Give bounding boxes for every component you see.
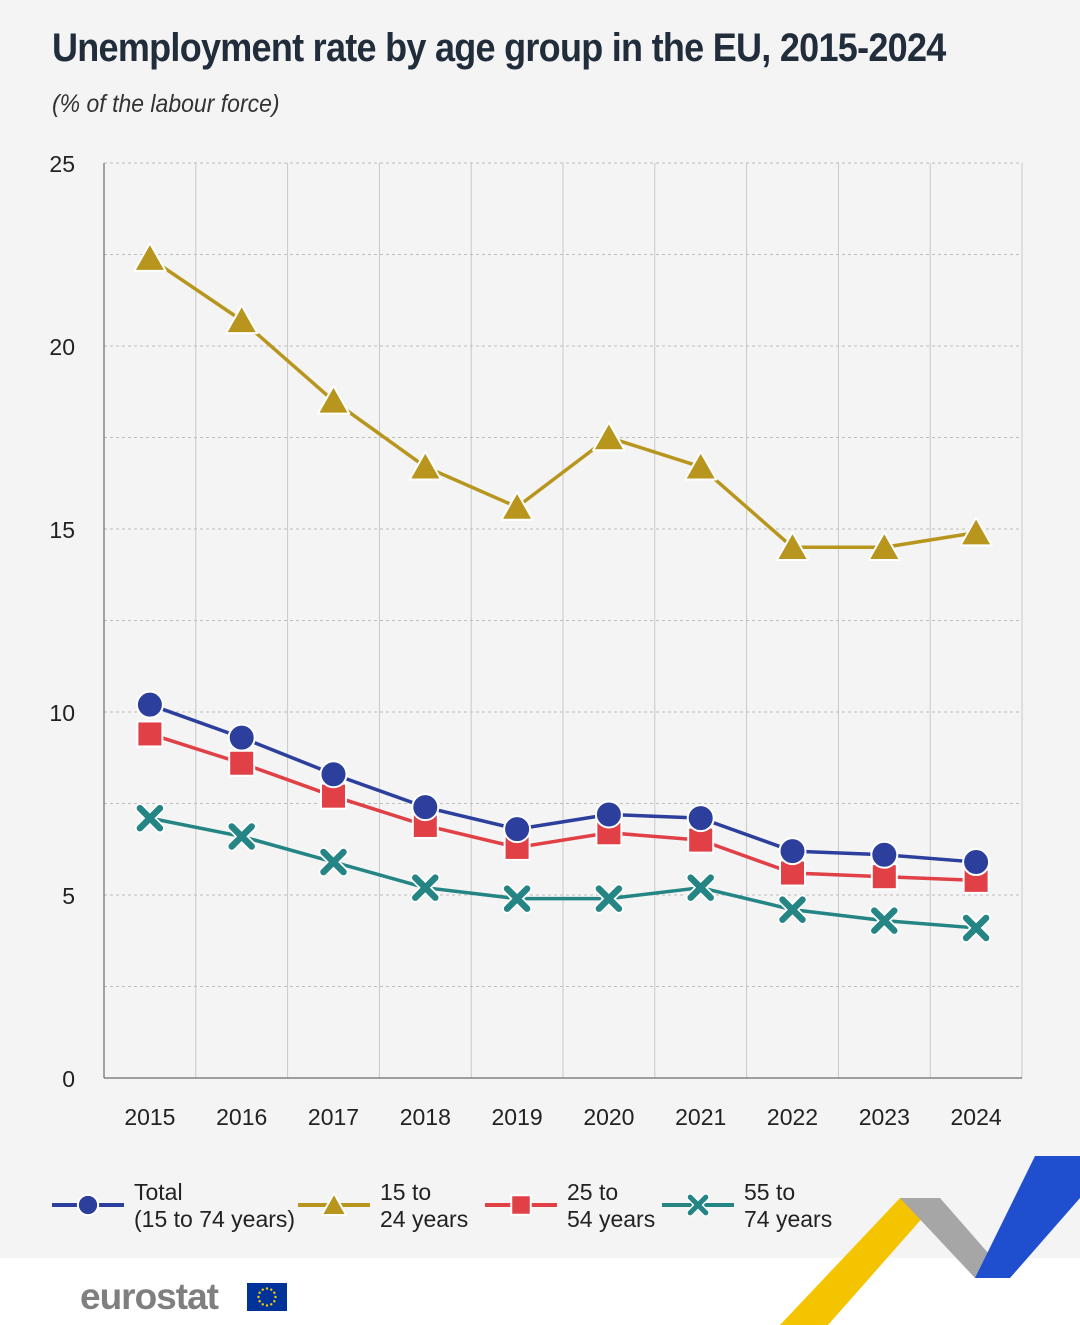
legend-label: 15 to: [380, 1179, 431, 1205]
y-tick-label: 15: [49, 517, 75, 543]
data-point: [503, 815, 532, 844]
flag-star: [265, 1287, 269, 1290]
data-point: [408, 450, 443, 481]
data-point: [685, 872, 716, 903]
series-total-15-to-74-years: [135, 690, 991, 877]
data-point: [961, 912, 992, 943]
data-point: [778, 837, 807, 866]
y-tick-label: 25: [49, 151, 75, 177]
data-point: [316, 384, 351, 415]
data-point: [318, 847, 349, 878]
flag-star: [258, 1300, 261, 1303]
x-tick-label: 2015: [124, 1104, 175, 1130]
footer-bar: [0, 1258, 1080, 1325]
flag-star: [261, 1288, 264, 1291]
y-tick-label: 10: [49, 700, 75, 726]
data-point: [228, 749, 256, 777]
legend-label: (15 to 74 years): [134, 1206, 295, 1232]
gridlines: [104, 162, 1023, 1078]
data-point: [962, 848, 991, 877]
legend-marker: [320, 1192, 348, 1216]
legend-item: Total(15 to 74 years): [52, 1179, 295, 1232]
data-point: [777, 894, 808, 925]
series-line: [148, 256, 977, 550]
legend-label: 74 years: [744, 1206, 832, 1232]
x-tick-label: 2020: [583, 1104, 634, 1130]
series-55-to-74-years: [134, 803, 992, 943]
data-point: [500, 491, 534, 521]
x-tick-label: 2024: [951, 1104, 1002, 1130]
flag-star: [273, 1300, 276, 1303]
x-tick-label: 2021: [675, 1104, 726, 1130]
data-point: [502, 883, 533, 914]
data-point: [410, 872, 441, 903]
eurostat-logo: eurostat: [80, 1276, 219, 1317]
legend-label: Total: [134, 1179, 183, 1205]
y-tick-label: 20: [49, 334, 75, 360]
data-point: [593, 883, 624, 914]
legend-label: 24 years: [380, 1206, 468, 1232]
data-point: [867, 531, 902, 562]
flag-star: [265, 1304, 269, 1307]
data-point: [870, 840, 899, 869]
series-15-to-24-years: [133, 242, 993, 562]
data-point: [411, 793, 440, 822]
y-tick-label: 5: [62, 883, 75, 909]
flag-star: [273, 1291, 276, 1294]
eu-flag-icon: [247, 1283, 287, 1311]
series-line: [149, 703, 977, 864]
data-point: [594, 800, 623, 829]
x-tick-label: 2022: [767, 1104, 818, 1130]
x-tick-label: 2018: [400, 1104, 451, 1130]
line-chart: 0 5 10 15 20 25 2015 2016 2017 2018 2019 2020 2021 20…: [49, 151, 1023, 1232]
flag-star: [274, 1295, 277, 1299]
chart-title: Unemployment rate by age group in the EU…: [52, 26, 946, 70]
data-point: [869, 905, 900, 936]
legend-marker: [76, 1193, 100, 1217]
data-point: [135, 690, 164, 719]
legend-marker: [510, 1194, 532, 1216]
chart-subtitle: (% of the labour force): [52, 90, 280, 118]
data-point: [136, 720, 164, 748]
series-line: [149, 816, 977, 930]
data-point: [683, 450, 718, 481]
data-point: [226, 821, 257, 852]
x-tick-label: 2023: [859, 1104, 910, 1130]
series-line: [149, 732, 977, 883]
data-point: [959, 516, 993, 547]
data-point: [224, 304, 259, 335]
flag-star: [257, 1295, 260, 1299]
flag-star: [261, 1303, 264, 1306]
data-point: [319, 760, 348, 789]
legend-label: 25 to: [567, 1179, 618, 1205]
data-point: [775, 531, 810, 562]
brand-ribbon-graphic: [780, 1156, 1080, 1325]
data-point: [687, 826, 715, 854]
legend-label: 55 to: [744, 1179, 795, 1205]
data-point: [227, 723, 256, 752]
flag-star: [270, 1288, 273, 1291]
data-point: [592, 421, 626, 452]
legend-label: 54 years: [567, 1206, 655, 1232]
data-point: [133, 242, 167, 272]
x-tick-label: 2017: [308, 1104, 359, 1130]
data-point: [686, 804, 715, 833]
legend-marker: [686, 1193, 710, 1217]
x-tick-label: 2019: [492, 1104, 543, 1130]
x-tick-label: 2016: [216, 1104, 267, 1130]
data-point: [134, 803, 165, 834]
y-tick-label: 0: [62, 1066, 75, 1092]
flag-star: [270, 1303, 273, 1306]
flag-star: [258, 1291, 261, 1294]
